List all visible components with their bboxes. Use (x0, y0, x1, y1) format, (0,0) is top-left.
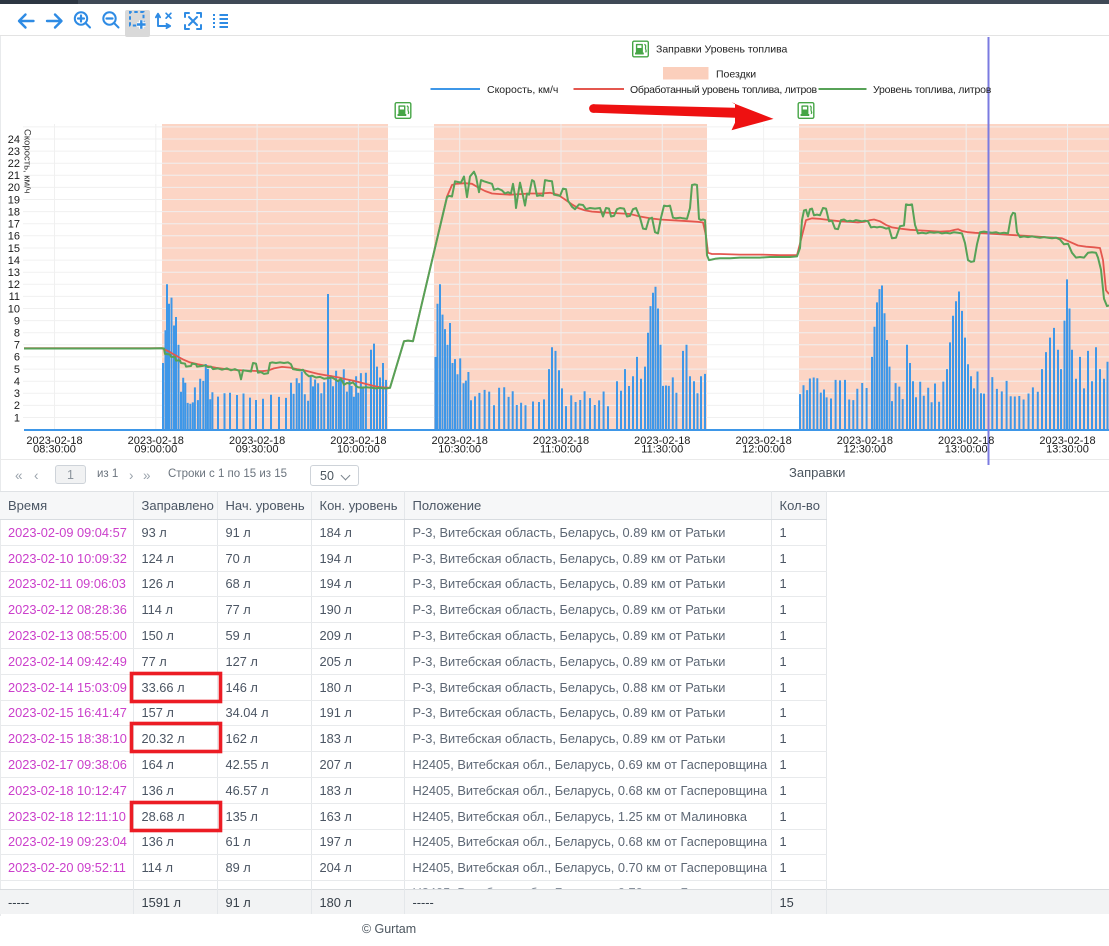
svg-text:2: 2 (14, 400, 20, 412)
svg-text:2023-02-18: 2023-02-18 (735, 435, 791, 447)
svg-text:2023-02-18: 2023-02-18 (634, 435, 690, 447)
svg-text:08:30:00: 08:30:00 (33, 444, 76, 456)
svg-text:21: 21 (8, 170, 20, 182)
svg-text:16: 16 (8, 231, 20, 243)
svg-text:2023-02-18: 2023-02-18 (128, 435, 184, 447)
svg-text:24: 24 (8, 134, 20, 146)
svg-text:Поездки: Поездки (716, 69, 756, 81)
svg-text:20: 20 (8, 182, 20, 194)
svg-text:Обработанный уровень топлива,: Обработанный уровень топлива, литров (630, 84, 818, 96)
svg-text:19: 19 (8, 194, 20, 206)
svg-text:9: 9 (14, 315, 20, 327)
svg-text:4: 4 (14, 376, 20, 388)
svg-text:2023-02-18: 2023-02-18 (533, 435, 589, 447)
svg-text:12: 12 (8, 279, 20, 291)
svg-text:22: 22 (8, 158, 20, 170)
svg-text:2023-02-18: 2023-02-18 (837, 435, 893, 447)
svg-text:12:30:00: 12:30:00 (843, 444, 886, 456)
svg-text:2023-02-18: 2023-02-18 (938, 435, 994, 447)
svg-text:14: 14 (8, 255, 20, 267)
svg-text:09:00:00: 09:00:00 (134, 444, 177, 456)
svg-text:Скорость, км/ч: Скорость, км/ч (22, 129, 33, 194)
svg-text:7: 7 (14, 340, 20, 352)
svg-text:10:30:00: 10:30:00 (438, 444, 481, 456)
svg-text:12:00:00: 12:00:00 (742, 444, 785, 456)
svg-text:6: 6 (14, 352, 20, 364)
svg-text:2023-02-18: 2023-02-18 (26, 435, 82, 447)
svg-text:13:00:00: 13:00:00 (945, 444, 988, 456)
svg-text:09:30:00: 09:30:00 (236, 444, 279, 456)
svg-text:13:30:00: 13:30:00 (1046, 444, 1089, 456)
svg-text:Уровень топлива, литров: Уровень топлива, литров (873, 84, 992, 96)
svg-text:11: 11 (9, 291, 20, 303)
svg-text:8: 8 (14, 328, 20, 340)
svg-text:Заправки Уровень топлива: Заправки Уровень топлива (656, 44, 788, 56)
svg-text:17: 17 (8, 219, 20, 231)
svg-text:Скорость, км/ч: Скорость, км/ч (487, 84, 558, 96)
svg-text:5: 5 (14, 364, 20, 376)
svg-text:1: 1 (14, 412, 20, 424)
svg-text:11:00:00: 11:00:00 (540, 444, 582, 456)
svg-text:10:00:00: 10:00:00 (337, 444, 380, 456)
svg-text:2023-02-18: 2023-02-18 (432, 435, 488, 447)
svg-text:2023-02-18: 2023-02-18 (229, 435, 285, 447)
svg-text:2023-02-18: 2023-02-18 (330, 435, 386, 447)
svg-text:13: 13 (8, 267, 20, 279)
svg-text:3: 3 (14, 388, 20, 400)
svg-text:15: 15 (8, 243, 20, 255)
svg-text:18: 18 (8, 206, 20, 218)
svg-text:10: 10 (8, 303, 20, 315)
svg-text:11:30:00: 11:30:00 (641, 444, 683, 456)
svg-text:2023-02-18: 2023-02-18 (1039, 435, 1095, 447)
svg-text:23: 23 (8, 146, 20, 158)
